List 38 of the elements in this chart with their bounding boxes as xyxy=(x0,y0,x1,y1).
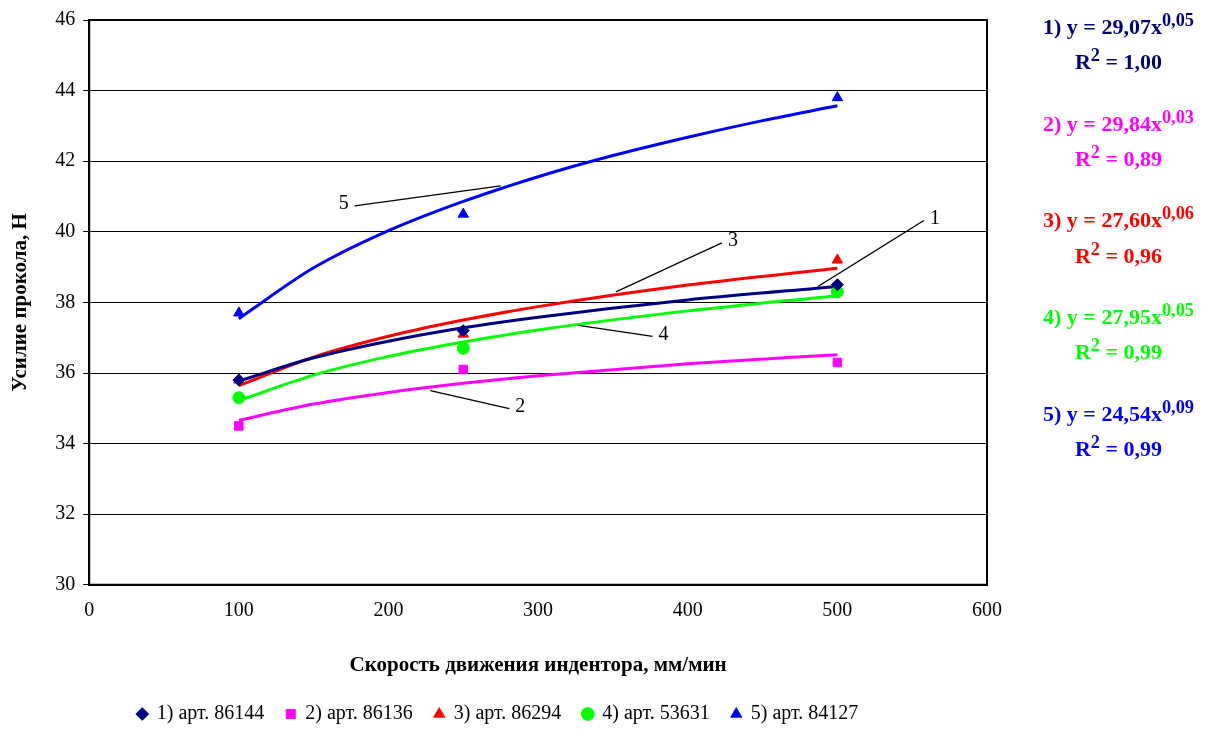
y-tick-label: 38 xyxy=(55,289,76,312)
legend-label: 1) арт. 86144 xyxy=(156,701,265,725)
y-tick-label: 36 xyxy=(55,360,76,383)
x-tick-label: 600 xyxy=(972,598,1002,621)
text: 2) y = 29,84x$^{0,03}$ xyxy=(1042,105,1195,138)
x-tick-label: 300 xyxy=(523,598,554,621)
annotation: 5 xyxy=(338,191,349,214)
x-tick-label: 500 xyxy=(822,598,853,621)
x-axis-title: Скорость движения индентора, мм/мин xyxy=(349,651,727,676)
x-tick-label: 100 xyxy=(223,598,254,621)
text: 1) y = 29,07x$^{0,05}$ xyxy=(1042,9,1195,42)
legend-label: 3) арт. 86294 xyxy=(453,701,562,725)
annotation: 1 xyxy=(929,205,940,228)
text: R$^{2}$ = 0,89 xyxy=(1073,141,1164,174)
annotation: 3 xyxy=(727,228,738,251)
annotation: 4 xyxy=(658,321,669,344)
text: R$^{2}$ = 0,99 xyxy=(1073,430,1164,464)
y-tick-label: 42 xyxy=(55,148,76,171)
annotation: 2 xyxy=(515,393,526,416)
y-axis-title: Усилие прокола, Н xyxy=(7,213,32,392)
legend-label: 5) арт. 84127 xyxy=(750,701,859,725)
y-tick-label: 34 xyxy=(55,430,76,453)
x-tick-label: 400 xyxy=(672,598,703,621)
legend-label: 4) арт. 53631 xyxy=(602,701,710,725)
y-tick-label: 32 xyxy=(55,501,76,524)
y-tick-label: 40 xyxy=(55,219,76,242)
text: R$^{2}$ = 0,99 xyxy=(1073,334,1164,367)
x-tick-label: 200 xyxy=(373,598,404,621)
legend-label: 2) арт. 86136 xyxy=(305,701,413,725)
y-tick-label: 46 xyxy=(55,7,76,30)
text: 5) y = 24,54x$^{0,09}$ xyxy=(1042,395,1195,428)
x-tick-label: 0 xyxy=(84,598,95,621)
text: 3) y = 27,60x$^{0,06}$ xyxy=(1042,202,1195,235)
text: R$^{2}$ = 1,00 xyxy=(1073,44,1164,77)
y-tick-label: 30 xyxy=(55,572,76,595)
text: 4) y = 27,95x$^{0,05}$ xyxy=(1042,298,1195,332)
y-tick-label: 44 xyxy=(55,77,76,100)
text: R$^{2}$ = 0,96 xyxy=(1073,237,1164,270)
